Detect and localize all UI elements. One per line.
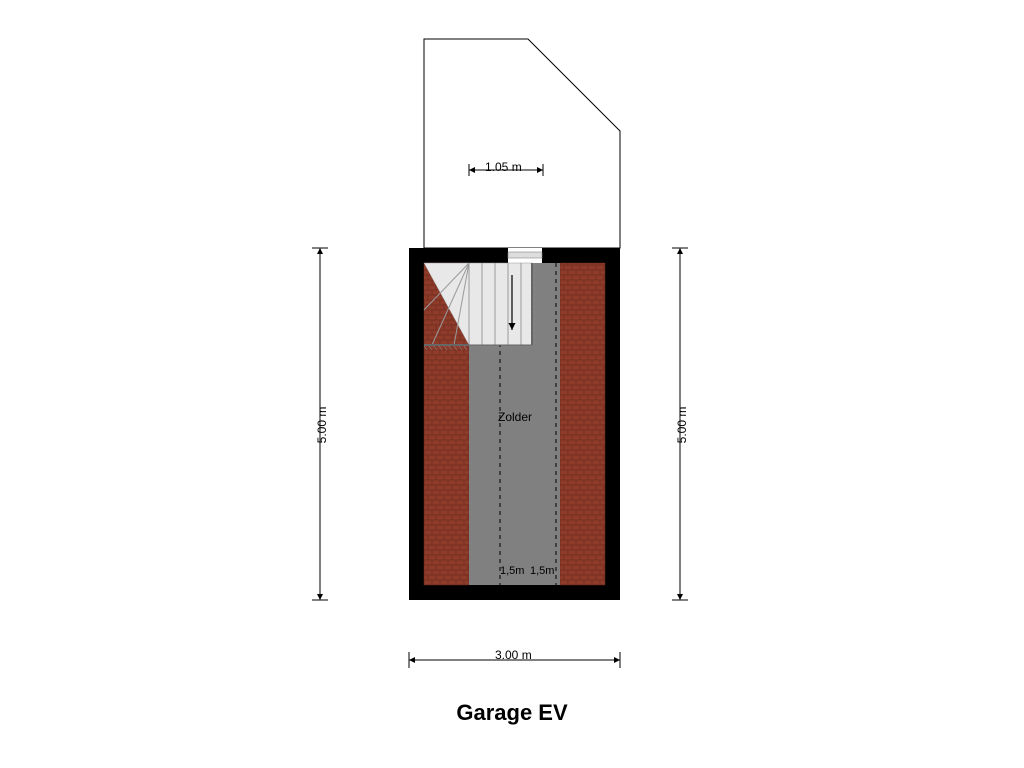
dim-bottom-label: 3.00 m [495, 648, 532, 662]
room-name-label: Zolder [498, 410, 532, 424]
inner-dim-left: 1,5m [500, 565, 524, 577]
plan-title: Garage EV [0, 700, 1024, 726]
dim-left-label: 5.00 m [315, 395, 329, 455]
inner-dim-right: 1,5m [530, 565, 554, 577]
dim-top-label: 1.05 m [485, 160, 522, 174]
dim-right-label: 5.00 m [675, 395, 689, 455]
floorplan-stage: 1.05 m 3.00 m 5.00 m 5.00 m Zolder 1,5m … [0, 0, 1024, 768]
